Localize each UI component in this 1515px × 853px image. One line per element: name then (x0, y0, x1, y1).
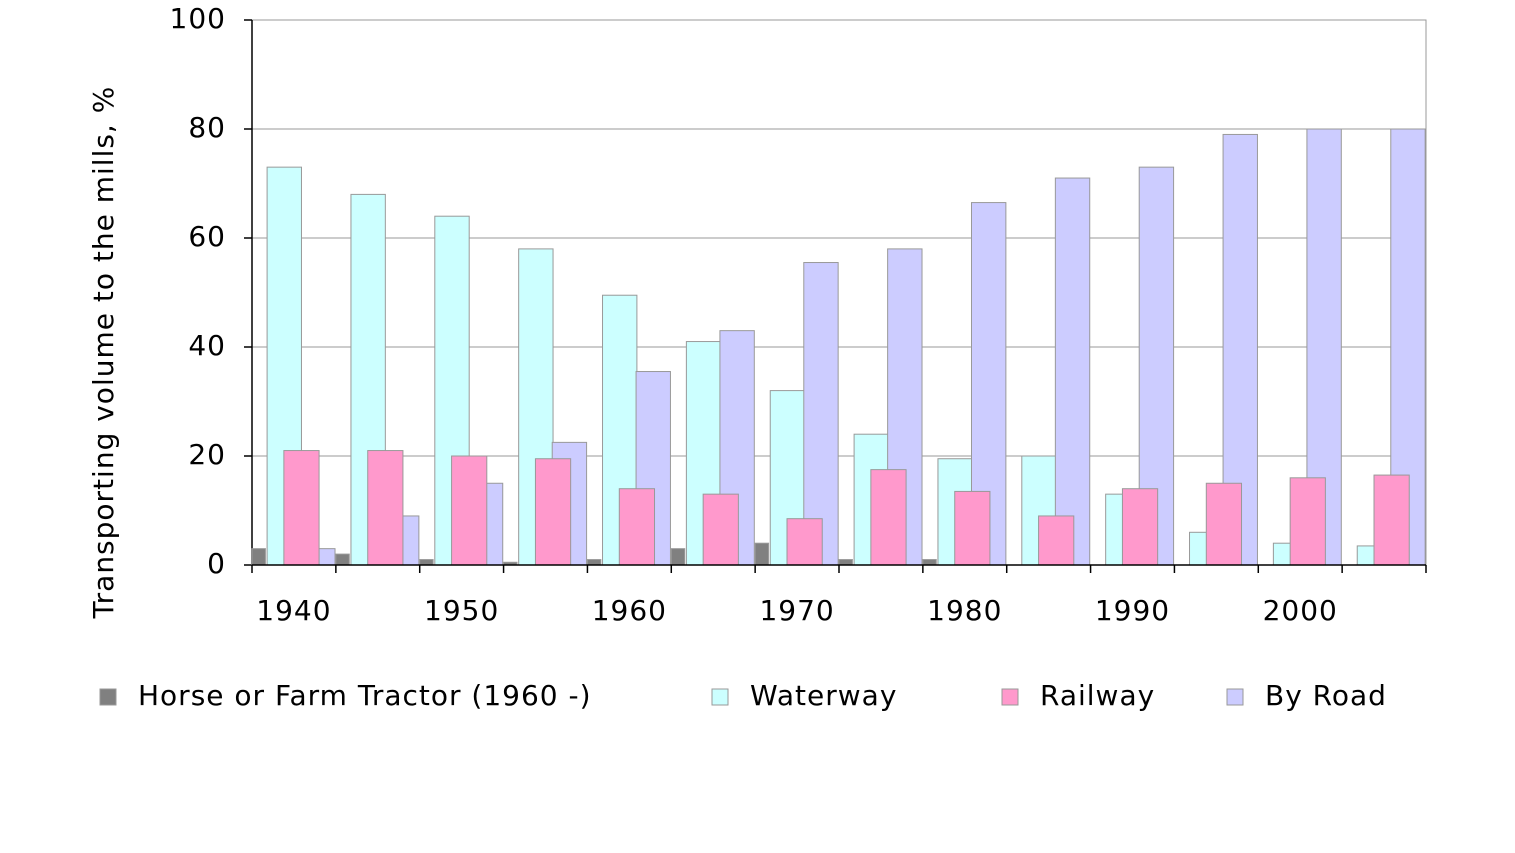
bar (838, 559, 853, 566)
x-tick-label: 2000 (1263, 594, 1338, 627)
legend-swatch (99, 688, 117, 706)
bar (251, 548, 266, 566)
legend-label: By Road (1265, 679, 1387, 712)
bar (367, 450, 404, 566)
legend-label: Waterway (750, 679, 897, 712)
bar (451, 455, 488, 566)
legend-swatch (1001, 688, 1019, 706)
legend-swatch (711, 688, 729, 706)
bar (618, 488, 656, 566)
bar (1373, 474, 1410, 566)
bar (670, 548, 686, 566)
y-tick-label: 0 (207, 547, 226, 580)
y-tick-label: 40 (188, 329, 226, 362)
legend-label: Railway (1040, 679, 1155, 712)
x-tick-label: 1940 (256, 594, 331, 627)
y-axis-title: Transporting volume to the mills, % (87, 86, 120, 620)
bar (1205, 482, 1243, 566)
legend-label: Horse or Farm Tractor (1960 -) (138, 679, 592, 712)
bar (1054, 177, 1091, 566)
x-tick-label: 1950 (424, 594, 499, 627)
bar (870, 469, 907, 566)
bar (586, 559, 602, 566)
bar (702, 493, 739, 566)
bar (335, 553, 350, 566)
y-tick-label: 20 (188, 438, 226, 471)
y-tick-label: 100 (170, 2, 226, 35)
bar (419, 559, 434, 566)
bar (954, 490, 991, 566)
x-tick-label: 1980 (927, 594, 1002, 627)
x-tick-label: 1970 (759, 594, 834, 627)
y-tick-label: 80 (188, 111, 226, 144)
legend-swatch (1226, 688, 1244, 706)
bar (1121, 488, 1159, 566)
y-tick-label: 60 (188, 220, 226, 253)
bar (786, 518, 823, 566)
bar (1038, 515, 1075, 566)
x-tick-label: 1990 (1095, 594, 1170, 627)
bar (534, 458, 572, 566)
bar (1289, 477, 1326, 566)
bar (754, 542, 770, 566)
bar (283, 450, 320, 566)
x-tick-label: 1960 (592, 594, 667, 627)
bar (922, 559, 937, 566)
